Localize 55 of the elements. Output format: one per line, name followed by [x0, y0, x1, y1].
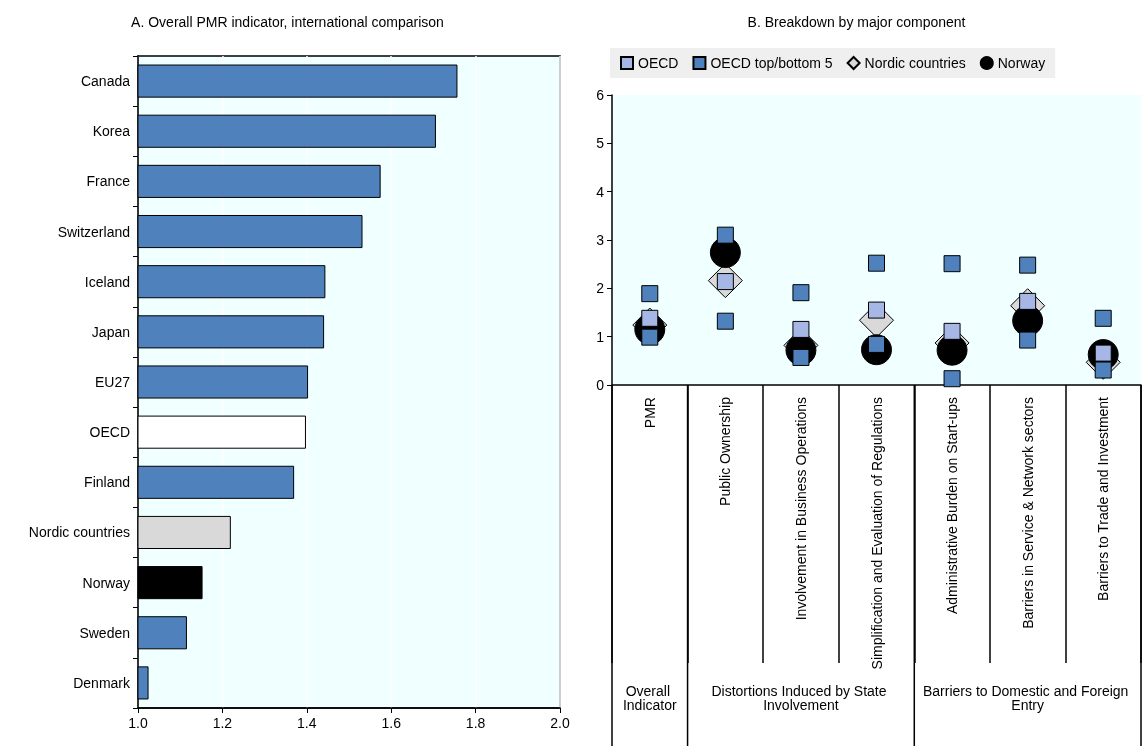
point: [792, 284, 810, 302]
y-tick-label: Norway: [82, 574, 130, 591]
point: [792, 320, 810, 338]
y-tick-label: Sweden: [79, 624, 130, 641]
point: [716, 226, 734, 244]
x-tick-label: PMR: [641, 397, 658, 429]
y-tick-label: Canada: [80, 73, 131, 90]
x-tick-label: 1.2: [212, 715, 233, 731]
x-tick-label: 2.0: [550, 715, 570, 731]
chart-title: B. Breakdown by major component: [747, 14, 966, 30]
y-tick-label: 6: [596, 87, 605, 103]
y-tick-label: 0: [596, 377, 605, 393]
point: [868, 301, 885, 319]
y-tick-label: Japan: [91, 323, 130, 340]
point: [641, 285, 659, 303]
y-tick-label: Nordic countries: [28, 524, 130, 541]
point: [1094, 309, 1112, 327]
y-tick-label: France: [86, 173, 131, 190]
x-tick-label: Barriers to Trade and Investment: [1095, 396, 1112, 601]
x-tick-label: Public Ownership: [717, 396, 734, 506]
x-tick-label: 1.4: [297, 715, 317, 731]
text: Distortions Induced by State Involvement: [711, 683, 891, 713]
point: [943, 255, 961, 273]
y-tick-label: 1: [596, 328, 605, 345]
y-tick-label: 5: [596, 135, 605, 152]
point: [943, 322, 961, 340]
x-tick-label: 1.6: [381, 715, 402, 731]
y-tick-label: 4: [596, 183, 605, 200]
text: Barriers to Domestic and Foreign Entry: [922, 683, 1133, 713]
x-tick-label: Simplification and Evaluation of Regulations: [868, 397, 885, 670]
y-tick-label: 2: [596, 280, 605, 297]
x-tick-label: 1.0: [128, 715, 148, 731]
x-tick-label: Administrative Burden on Start-ups: [944, 397, 961, 615]
point: [943, 370, 961, 388]
y-tick-label: Finland: [84, 474, 130, 491]
y-tick-label: EU27: [94, 374, 131, 390]
text: Overall Indicator: [622, 683, 677, 713]
point: [1019, 331, 1037, 349]
point: [868, 254, 885, 272]
point: [1019, 256, 1037, 274]
legend-label: Norway: [997, 55, 1046, 71]
x-tick-label: 1.8: [465, 715, 486, 731]
legend-label: Nordic countries: [864, 55, 966, 71]
y-tick-label: OECD: [89, 424, 130, 441]
x-tick-label: Barriers in Service & Network sectors: [1019, 397, 1036, 629]
y-tick-label: Denmark: [73, 674, 131, 691]
y-tick-label: Switzerland: [57, 223, 130, 240]
point: [716, 312, 734, 330]
x-tick-label: Involvement in Business Operations: [792, 397, 809, 621]
legend-label: OECD top/bottom 5: [710, 55, 833, 71]
y-tick-label: Iceland: [84, 273, 130, 290]
legend-label: OECD: [638, 55, 679, 71]
y-tick-label: Korea: [92, 123, 131, 140]
chart-title: A. Overall PMR indicator, international comparison: [131, 14, 444, 30]
y-tick-label: 3: [596, 232, 605, 248]
